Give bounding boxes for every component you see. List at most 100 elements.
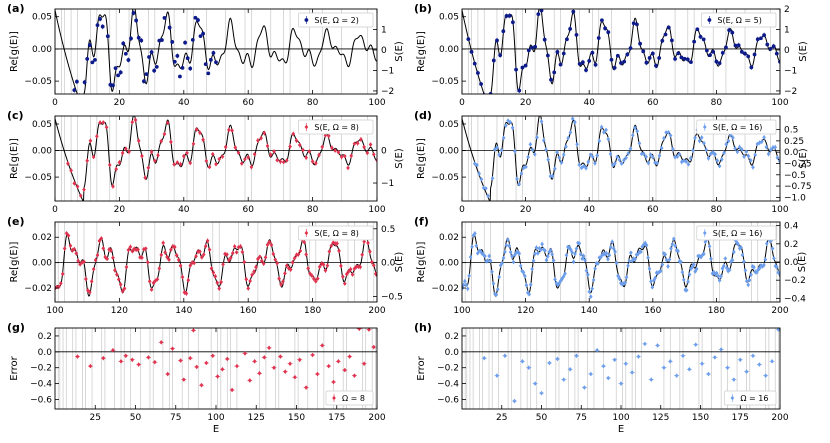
legend: S(E, Ω = 16) bbox=[696, 225, 777, 241]
data-point bbox=[580, 60, 585, 65]
data-point bbox=[755, 141, 760, 147]
series-g bbox=[75, 328, 377, 393]
data-point bbox=[526, 48, 531, 53]
data-point bbox=[215, 374, 220, 379]
data-point bbox=[254, 264, 258, 270]
data-point bbox=[371, 152, 376, 157]
y2-tick-label: −0.5 bbox=[381, 293, 403, 303]
x-tick-label: 200 bbox=[368, 306, 385, 316]
data-point bbox=[722, 263, 726, 269]
data-point bbox=[167, 257, 171, 263]
data-point bbox=[111, 255, 115, 261]
data-point bbox=[732, 249, 736, 255]
data-point bbox=[72, 181, 77, 186]
data-point bbox=[75, 184, 80, 189]
g-curve bbox=[462, 233, 780, 297]
y-axis-label: Re[g(E)] bbox=[9, 31, 20, 72]
data-point bbox=[196, 249, 200, 255]
data-point bbox=[462, 282, 466, 288]
data-point bbox=[746, 282, 751, 288]
data-point bbox=[717, 61, 722, 66]
data-point bbox=[614, 260, 619, 266]
data-point bbox=[617, 276, 622, 281]
x-tick-label: 0 bbox=[459, 98, 465, 108]
data-point bbox=[145, 260, 150, 265]
data-point bbox=[577, 241, 582, 246]
data-point bbox=[185, 56, 190, 61]
x-tick-label: 150 bbox=[288, 413, 305, 423]
data-point bbox=[152, 158, 157, 164]
data-point bbox=[194, 127, 199, 132]
data-point bbox=[590, 50, 595, 55]
data-point bbox=[298, 248, 303, 254]
data-point bbox=[194, 364, 199, 370]
x-tick-label: 180 bbox=[708, 306, 725, 316]
data-point bbox=[138, 255, 142, 260]
data-point bbox=[720, 50, 725, 55]
data-point bbox=[315, 276, 320, 281]
data-point bbox=[359, 137, 363, 142]
data-point bbox=[162, 131, 167, 137]
data-point bbox=[548, 173, 553, 179]
data-point bbox=[570, 116, 575, 121]
data-point bbox=[544, 147, 548, 152]
data-point bbox=[285, 158, 289, 163]
data-point bbox=[507, 13, 512, 18]
data-point bbox=[126, 58, 131, 62]
data-point bbox=[170, 346, 175, 351]
data-point bbox=[537, 245, 542, 251]
data-point bbox=[472, 61, 477, 66]
data-point bbox=[650, 51, 655, 56]
legend-box bbox=[696, 119, 777, 135]
data-point bbox=[736, 43, 741, 48]
data-point bbox=[175, 54, 180, 58]
data-point bbox=[595, 153, 599, 158]
data-point bbox=[475, 251, 480, 256]
data-point bbox=[613, 161, 617, 166]
data-point bbox=[722, 150, 726, 156]
data-point bbox=[746, 153, 751, 159]
data-point bbox=[250, 272, 254, 278]
data-point bbox=[517, 88, 522, 93]
data-point bbox=[362, 144, 366, 150]
data-point bbox=[80, 97, 84, 101]
data-point bbox=[597, 138, 602, 144]
x-tick-label: 60 bbox=[242, 205, 254, 215]
data-point bbox=[771, 44, 776, 49]
data-point bbox=[267, 345, 271, 351]
data-point bbox=[558, 62, 563, 67]
data-point bbox=[590, 286, 595, 291]
data-point bbox=[171, 244, 175, 249]
axes-frame bbox=[461, 115, 781, 202]
data-point bbox=[706, 155, 711, 161]
data-point bbox=[188, 263, 193, 268]
data-point bbox=[203, 62, 208, 67]
data-point bbox=[336, 359, 341, 364]
data-point bbox=[740, 147, 744, 152]
data-point bbox=[277, 276, 281, 281]
legend-label: S(E, Ω = 2) bbox=[314, 16, 358, 25]
data-point bbox=[294, 138, 299, 143]
data-point bbox=[129, 36, 133, 41]
data-point bbox=[777, 271, 780, 276]
data-point bbox=[93, 57, 97, 62]
x-tick-label: 100 bbox=[46, 306, 63, 316]
data-point bbox=[724, 45, 728, 50]
data-point bbox=[521, 165, 526, 171]
data-point bbox=[104, 124, 109, 130]
data-point bbox=[713, 271, 718, 277]
x-tick-label: 80 bbox=[307, 98, 319, 108]
data-point bbox=[267, 239, 272, 245]
data-point bbox=[744, 369, 749, 374]
data-point bbox=[252, 269, 256, 274]
data-point bbox=[539, 119, 544, 124]
data-point bbox=[213, 274, 218, 279]
data-point bbox=[644, 242, 649, 248]
data-point bbox=[691, 148, 695, 153]
data-point bbox=[95, 133, 99, 139]
data-point bbox=[154, 65, 159, 69]
data-point bbox=[687, 272, 692, 277]
data-point bbox=[593, 160, 597, 166]
x-tick-label: 40 bbox=[583, 205, 595, 215]
data-point bbox=[768, 147, 773, 153]
